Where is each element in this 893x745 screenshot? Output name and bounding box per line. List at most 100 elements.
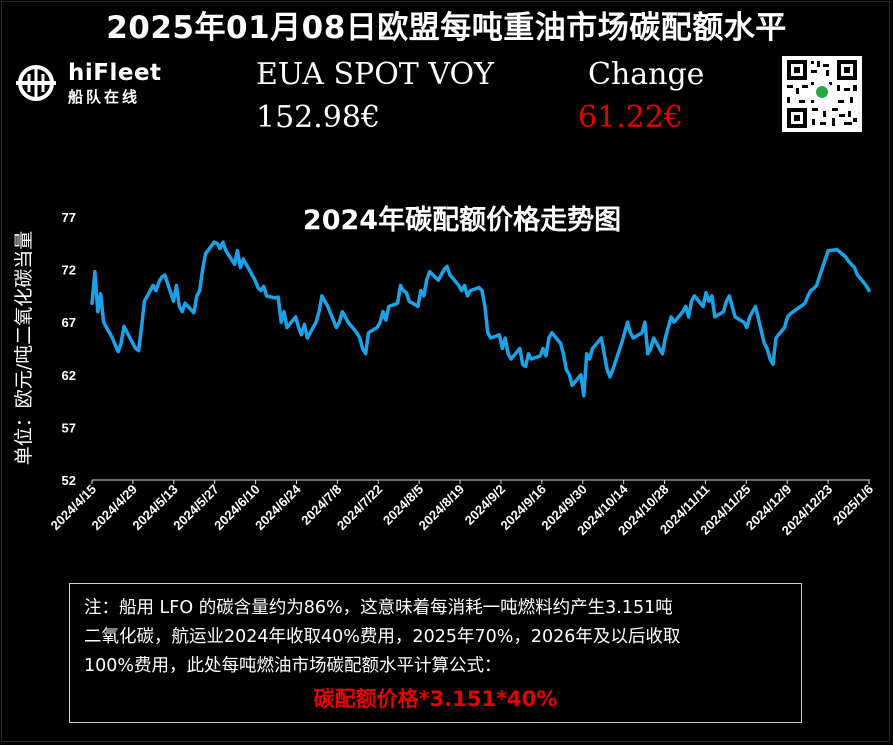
price-data-point	[321, 295, 323, 297]
price-data-point	[792, 310, 795, 313]
price-data-point	[242, 258, 245, 260]
price-data-point	[97, 310, 99, 313]
price-data-point	[446, 265, 448, 268]
price-data-point	[175, 284, 178, 287]
y-tick-label: 67	[62, 315, 76, 330]
price-data-point	[853, 266, 856, 269]
qr-code	[782, 56, 862, 132]
price-data-point	[804, 302, 806, 305]
price-data-point	[376, 326, 379, 329]
price-data-point	[460, 289, 463, 292]
logo-brand: hiFleet	[68, 60, 162, 86]
price-data-point	[440, 274, 443, 276]
hifleet-logo: hiFleet 船队在线	[14, 60, 174, 110]
price-data-point	[647, 353, 649, 355]
note-line-1: 注：船用 LFO 的碳含量约为86%，这意味着每消耗一吨燃料约产生3.151吨	[84, 598, 673, 618]
price-data-point	[644, 321, 646, 323]
price-data-point	[812, 287, 815, 290]
price-data-point	[714, 316, 716, 318]
x-tick-label: 2025/1/6	[830, 482, 876, 528]
price-data-point	[565, 368, 568, 371]
eua-value: 152.98€	[256, 100, 381, 135]
price-data-point	[315, 321, 317, 323]
price-data-point	[216, 242, 218, 245]
price-data-point	[161, 276, 163, 278]
price-data-point	[632, 337, 635, 339]
price-data-point	[254, 279, 256, 281]
price-data-point	[335, 326, 338, 329]
price-data-point	[385, 319, 387, 321]
formula: 碳配额价格*3.151*40%	[313, 687, 558, 711]
price-data-point	[684, 305, 687, 308]
qr-code-icon	[782, 56, 862, 132]
price-chart: 2024年碳配额价格走势图 单位：欧元/吨二氧化碳当量 77 72 67 62 57 52…	[0, 180, 893, 575]
price-data-point	[361, 347, 364, 350]
price-data-point	[775, 337, 777, 339]
price-data-point	[420, 289, 422, 292]
price-data-point	[123, 325, 125, 328]
price-data-point	[571, 384, 573, 387]
price-chart-svg: 2024年碳配额价格走势图 单位：欧元/吨二氧化碳当量 77 72 67 62 57 52…	[13, 204, 876, 538]
price-data-point	[347, 321, 349, 323]
price-data-point	[324, 300, 326, 302]
price-data-point	[425, 279, 428, 281]
price-data-point	[527, 353, 530, 355]
price-data-point	[198, 289, 201, 292]
price-data-point	[449, 274, 451, 276]
price-data-point	[856, 274, 859, 276]
price-data-point	[868, 289, 870, 292]
price-data-point	[620, 342, 623, 344]
price-data-point	[140, 326, 143, 329]
price-series-line	[90, 240, 871, 398]
price-data-point	[294, 316, 297, 318]
x-tick-label: 2024/6/24	[252, 481, 304, 533]
price-data-point	[629, 331, 632, 334]
price-data-point	[580, 374, 582, 376]
price-data-point	[489, 337, 492, 339]
price-data-point	[748, 316, 751, 318]
price-data-point	[623, 331, 626, 334]
price-data-point	[143, 300, 146, 302]
price-data-point	[702, 305, 704, 308]
price-data-point	[539, 355, 541, 357]
price-data-point	[164, 274, 166, 276]
price-data-point	[568, 374, 571, 376]
price-data-point	[338, 321, 341, 323]
price-data-point	[545, 355, 547, 357]
price-data-point	[344, 316, 347, 318]
price-data-point	[274, 297, 277, 299]
y-tick-label: 72	[62, 263, 76, 278]
y-tick-label: 57	[62, 420, 76, 435]
price-data-point	[466, 295, 469, 297]
price-data-point	[257, 286, 259, 289]
price-data-point	[711, 295, 713, 297]
price-data-point	[225, 249, 227, 252]
price-data-point	[326, 305, 329, 308]
price-data-point	[417, 305, 419, 308]
price-data-point	[725, 300, 728, 302]
price-data-point	[300, 334, 303, 336]
price-data-point	[786, 316, 789, 318]
price-data-point	[219, 247, 221, 250]
price-data-point	[178, 305, 181, 308]
price-data-point	[356, 331, 358, 334]
price-data-point	[181, 310, 183, 313]
price-data-point	[94, 270, 96, 273]
price-data-point	[437, 279, 440, 281]
price-data-point	[236, 249, 239, 252]
price-data-point	[690, 300, 693, 302]
price-data-point	[262, 285, 265, 288]
price-data-point	[487, 331, 489, 334]
price-data-point	[382, 310, 384, 313]
price-data-point	[131, 342, 134, 344]
price-data-point	[402, 289, 405, 292]
price-data-point	[766, 347, 768, 350]
price-data-point	[649, 347, 652, 350]
chart-title: 2024年碳配额价格走势图	[303, 204, 621, 236]
price-data-point	[600, 337, 603, 339]
price-data-point	[396, 302, 399, 305]
price-data-point	[481, 289, 483, 292]
price-data-point	[746, 326, 748, 329]
price-data-point	[364, 353, 367, 355]
price-data-point	[117, 350, 119, 353]
